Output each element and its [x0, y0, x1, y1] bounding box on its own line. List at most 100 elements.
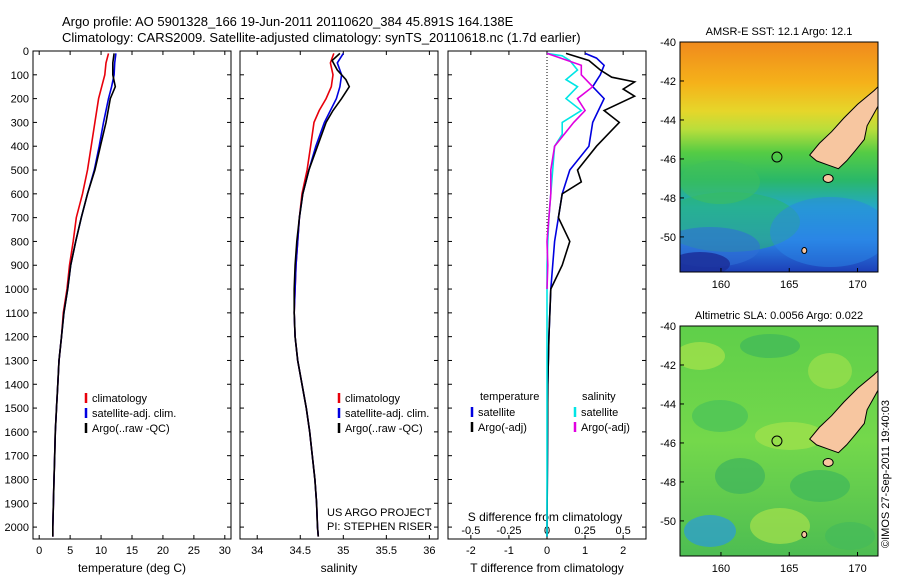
- map-x-tick-label: 165: [780, 563, 798, 575]
- y-tick-label: 1200: [5, 332, 29, 344]
- sla-patch: [692, 400, 748, 432]
- map-x-tick-label: 165: [780, 279, 798, 291]
- sst_map-title: AMSR-E SST: 12.1 Argo: 12.1: [706, 26, 853, 38]
- y-tick-label: 700: [11, 213, 29, 225]
- sst_map-frame: [679, 41, 879, 273]
- sla-patch: [680, 342, 725, 370]
- x-axis-label: temperature (deg C): [78, 561, 186, 575]
- sst-patch: [770, 197, 878, 267]
- sla_map-panel: Altimetric SLA: 0.0056 Argo: 0.022 -40 -42…: [660, 310, 879, 575]
- map-y-tick-label: -42: [660, 76, 676, 88]
- y-tick-label: 0: [23, 46, 29, 58]
- map-y-tick-label: -50: [660, 516, 676, 528]
- s-tick-label: 0.25: [574, 525, 595, 537]
- y-tick-label: 1100: [5, 308, 29, 320]
- sla-patch: [825, 522, 875, 550]
- argo-position-marker: [771, 435, 783, 447]
- y-tick-label: 500: [11, 165, 29, 177]
- legend-header-temperature: temperature: [480, 391, 539, 403]
- series-line: [546, 52, 637, 537]
- map-y-tick-label: -44: [660, 115, 676, 127]
- x-tick-label: 15: [126, 545, 138, 557]
- map-y-tick-label: -46: [660, 438, 676, 450]
- sst-patch: [680, 252, 730, 272]
- salinity-series: [293, 52, 351, 537]
- y-tick-label: 2000: [5, 522, 29, 534]
- series-line: [546, 52, 594, 290]
- legend-label: Argo(..raw -QC): [345, 423, 423, 435]
- map-x-tick-label: 170: [848, 279, 866, 291]
- salinity-panel: 34 34.5 35 35.5 36 salinity climatology satelli…: [239, 50, 439, 575]
- temperature-panel: 0 5 10 15 20 25 30 temperature (deg C) 0 100 200 30…: [5, 46, 232, 575]
- map-x-tick-label: 160: [712, 563, 730, 575]
- s-axis-label: S difference from climatology: [468, 510, 623, 524]
- difference-panel: -2 -1 0 1 2 T difference from climatology -0.5…: [447, 50, 647, 575]
- y-tick-label: 300: [11, 117, 29, 129]
- island: [801, 247, 808, 255]
- s-tick-label: 0.5: [616, 525, 631, 537]
- x-tick-label: 34: [251, 545, 263, 557]
- y-tick-label: 400: [11, 141, 29, 153]
- sla-patch: [808, 353, 852, 389]
- sla-patch: [740, 334, 800, 358]
- y-tick-label: 800: [11, 236, 29, 248]
- x-tick-label: 0: [544, 545, 550, 557]
- legend-label: satellite: [478, 407, 515, 419]
- x-tick-label: 34.5: [290, 545, 311, 557]
- credit-pi: PI: STEPHEN RISER: [327, 521, 432, 533]
- y-tick-label: 1800: [5, 474, 29, 486]
- y-tick-label: 1600: [5, 427, 29, 439]
- legend-label: satellite-adj. clim.: [345, 408, 429, 420]
- sst-patch: [680, 160, 760, 204]
- y-tick-label: 1300: [5, 355, 29, 367]
- sla-patch: [750, 508, 810, 544]
- y-tick-label: 1400: [5, 379, 29, 391]
- series-line: [51, 53, 117, 537]
- map-y-tick-label: -40: [660, 37, 676, 49]
- x-tick-label: -1: [504, 545, 514, 557]
- timestamp-stamp: ©IMOS 27-Sep-2011 19:40:03: [880, 400, 892, 548]
- legend-label: Argo(-adj): [581, 422, 630, 434]
- x-tick-label: 10: [95, 545, 107, 557]
- s-tick-label: -0.5: [461, 525, 480, 537]
- y-tick-label: 1900: [5, 498, 29, 510]
- x-axis-label: salinity: [321, 561, 358, 575]
- y-tick-label: 600: [11, 189, 29, 201]
- island: [822, 173, 834, 183]
- map-y-tick-label: -46: [660, 154, 676, 166]
- difference-series: [546, 52, 637, 537]
- temperature-series: [51, 53, 117, 537]
- y-tick-label: 900: [11, 260, 29, 272]
- x-tick-label: -2: [466, 545, 476, 557]
- sst_map-field: [680, 42, 878, 272]
- header-line-2: Climatology: CARS2009. Satellite-adjuste…: [62, 30, 581, 45]
- legend-label: Argo(-adj): [478, 422, 527, 434]
- temperature-frame: [32, 50, 232, 540]
- x-axis-label: T difference from climatology: [470, 561, 624, 575]
- sla_map-frame: [679, 325, 879, 557]
- map-y-tick-label: -50: [660, 232, 676, 244]
- sst_map-panel: AMSR-E SST: 12.1 Argo: 12.1 -40 -42 -44 -46 -…: [660, 26, 879, 291]
- island: [822, 457, 834, 467]
- s-tick-label: -0.25: [496, 525, 521, 537]
- y-tick-label: 100: [11, 70, 29, 82]
- y-tick-label: 1000: [5, 284, 29, 296]
- x-tick-label: 36: [423, 545, 435, 557]
- sla_map-title: Altimetric SLA: 0.0056 Argo: 0.022: [695, 310, 863, 322]
- x-tick-label: 30: [219, 545, 231, 557]
- series-line: [293, 52, 351, 537]
- legend-label: satellite: [581, 407, 618, 419]
- x-tick-label: 35: [337, 545, 349, 557]
- sla-patch: [684, 515, 736, 547]
- sla_map-field: [680, 326, 878, 556]
- salinity-frame: [239, 50, 439, 540]
- argo-position-marker: [771, 151, 783, 163]
- x-tick-label: 35.5: [376, 545, 397, 557]
- map-y-tick-label: -42: [660, 360, 676, 372]
- island: [801, 531, 808, 539]
- x-tick-label: 2: [620, 545, 626, 557]
- x-tick-label: 5: [67, 545, 73, 557]
- x-tick-label: 0: [36, 545, 42, 557]
- legend-label: Argo(..raw -QC): [92, 423, 170, 435]
